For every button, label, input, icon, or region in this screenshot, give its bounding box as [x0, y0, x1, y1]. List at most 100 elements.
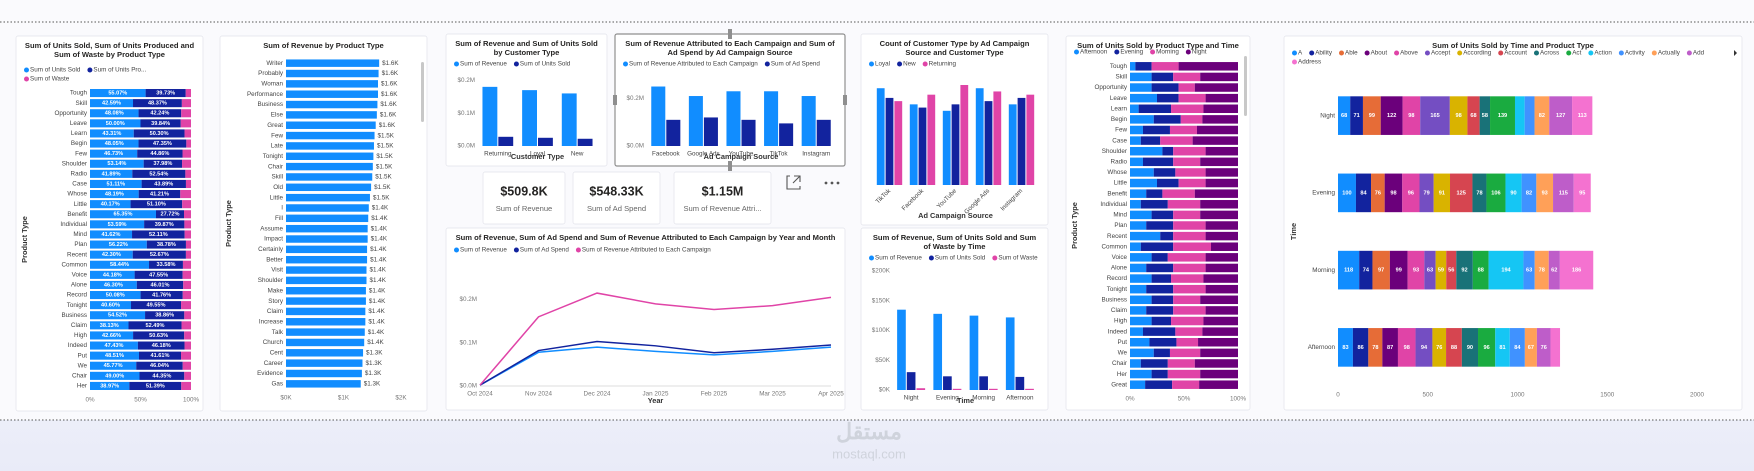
- bar: [286, 142, 374, 150]
- data-label: 38.97%: [100, 383, 119, 389]
- bar: [1026, 94, 1035, 185]
- bar-segment: [1505, 173, 1522, 213]
- bar-segment: [1130, 72, 1152, 82]
- bar-segment: [90, 351, 139, 360]
- y-tick-label: Business: [1101, 296, 1127, 303]
- bar-segment: [1130, 178, 1157, 188]
- bar-segment: [132, 230, 185, 239]
- data-label: 41.89%: [102, 171, 121, 177]
- bar: [1005, 317, 1015, 390]
- bar-segment: [1203, 316, 1238, 326]
- x-tick-label: 0: [1336, 392, 1340, 399]
- y-tick-label: I: [281, 205, 283, 212]
- bar: [916, 388, 926, 390]
- bar-segment: [139, 371, 185, 380]
- y-tick-label: Mind: [73, 231, 87, 238]
- legend-marker: [869, 61, 874, 67]
- bar-segment: [90, 331, 134, 340]
- bar-segment: [1173, 242, 1211, 251]
- bar-segment: [184, 331, 191, 340]
- chart-title: Sum of Revenue and Sum of Units Sold by …: [455, 39, 598, 57]
- data-label: $1.4K: [371, 236, 388, 243]
- data-label: 90: [1467, 345, 1473, 351]
- bar-segment: [1169, 348, 1201, 358]
- bar-segment: [1130, 316, 1152, 326]
- data-label: 50.30%: [150, 131, 169, 137]
- data-label: 53.59%: [108, 222, 127, 228]
- bar-segment: [90, 381, 130, 390]
- data-label: $1.4K: [371, 215, 388, 222]
- x-tick-label: Dec 2024: [584, 391, 611, 398]
- bar-segment: [1130, 146, 1163, 156]
- y-tick-label: Business: [61, 312, 87, 319]
- data-label: 42.24%: [150, 111, 169, 117]
- bar-segment: [184, 230, 191, 239]
- y-tick-label: Case: [72, 181, 87, 188]
- bar: [538, 137, 553, 146]
- focus-icon[interactable]: [786, 175, 801, 190]
- bar: [906, 372, 916, 390]
- x-tick-label: 0%: [1125, 396, 1135, 403]
- more-options-icon[interactable]: [824, 181, 840, 185]
- y-tick-label: Common: [61, 261, 87, 268]
- y-tick-label: $0.0M: [457, 143, 475, 150]
- data-label: 48.51%: [105, 353, 124, 359]
- bar-segment: [1130, 210, 1152, 220]
- bar: [286, 235, 368, 243]
- bar-segment: [1130, 369, 1152, 379]
- y-tick-label: Few: [1115, 127, 1127, 134]
- y-tick-label: Better: [266, 256, 283, 263]
- bar: [286, 297, 366, 305]
- data-label: $1.4K: [370, 246, 387, 253]
- data-label: $1.3K: [364, 381, 381, 388]
- y-tick-label: Tonight: [1107, 286, 1128, 293]
- y-axis-title: Product Type: [20, 216, 29, 263]
- scrollbar: [421, 62, 424, 122]
- data-label: 50.63%: [149, 333, 168, 339]
- bar-segment: [1523, 250, 1535, 290]
- chart-title: Sum of Revenue, Sum of Units Sold and Su…: [872, 233, 1037, 251]
- bar: [764, 91, 779, 146]
- bar: [979, 376, 988, 390]
- bar-segment: [1173, 146, 1206, 156]
- legend-label: Sum of Revenue Attributed to Each Campai…: [582, 247, 711, 254]
- data-label: 48.05%: [105, 141, 124, 147]
- legend-label: Sum of Revenue Attributed to Each Campai…: [629, 61, 758, 68]
- bar-segment: [1151, 316, 1172, 326]
- bar-segment: [1146, 189, 1163, 198]
- bar-segment: [1178, 62, 1238, 71]
- bar-segment: [1432, 328, 1447, 367]
- x-tick-label: Oct 2024: [467, 391, 493, 398]
- kpi-value: $509.8K: [500, 184, 547, 198]
- bar-segment: [90, 301, 132, 310]
- y-tick-label: Chair: [72, 373, 87, 380]
- y-tick-label: Tough: [1110, 63, 1128, 70]
- x-axis-title: Customer Type: [511, 152, 564, 161]
- bar-segment: [184, 220, 191, 229]
- data-label: 90: [1510, 190, 1516, 196]
- x-tick-label: TikTok: [770, 151, 789, 158]
- legend-marker: [575, 247, 581, 253]
- legend-marker: [1457, 50, 1463, 56]
- bar-segment: [137, 149, 183, 158]
- y-tick-label: Individual: [60, 221, 87, 228]
- x-tick-label: Facebook: [652, 151, 681, 158]
- data-label: 42.66%: [102, 333, 121, 339]
- bar-segment: [132, 250, 186, 259]
- bar-segment: [141, 179, 186, 188]
- data-label: $1.4K: [370, 267, 387, 274]
- bar-segment: [1151, 274, 1172, 283]
- y-tick-label: Skill: [75, 100, 87, 107]
- x-axis-title: Year: [648, 396, 664, 405]
- bar-segment: [1355, 173, 1372, 213]
- data-label: 50.00%: [106, 121, 125, 127]
- y-tick-label: Radio: [1111, 158, 1128, 165]
- bar-segment: [1368, 328, 1383, 367]
- y-tick-label: Late: [271, 143, 284, 150]
- bar: [1025, 388, 1034, 390]
- bar: [969, 315, 979, 390]
- y-tick-label: Whose: [67, 191, 87, 198]
- legend-marker: [1292, 50, 1297, 56]
- bar-segment: [185, 240, 191, 249]
- data-label: 92: [1461, 268, 1467, 274]
